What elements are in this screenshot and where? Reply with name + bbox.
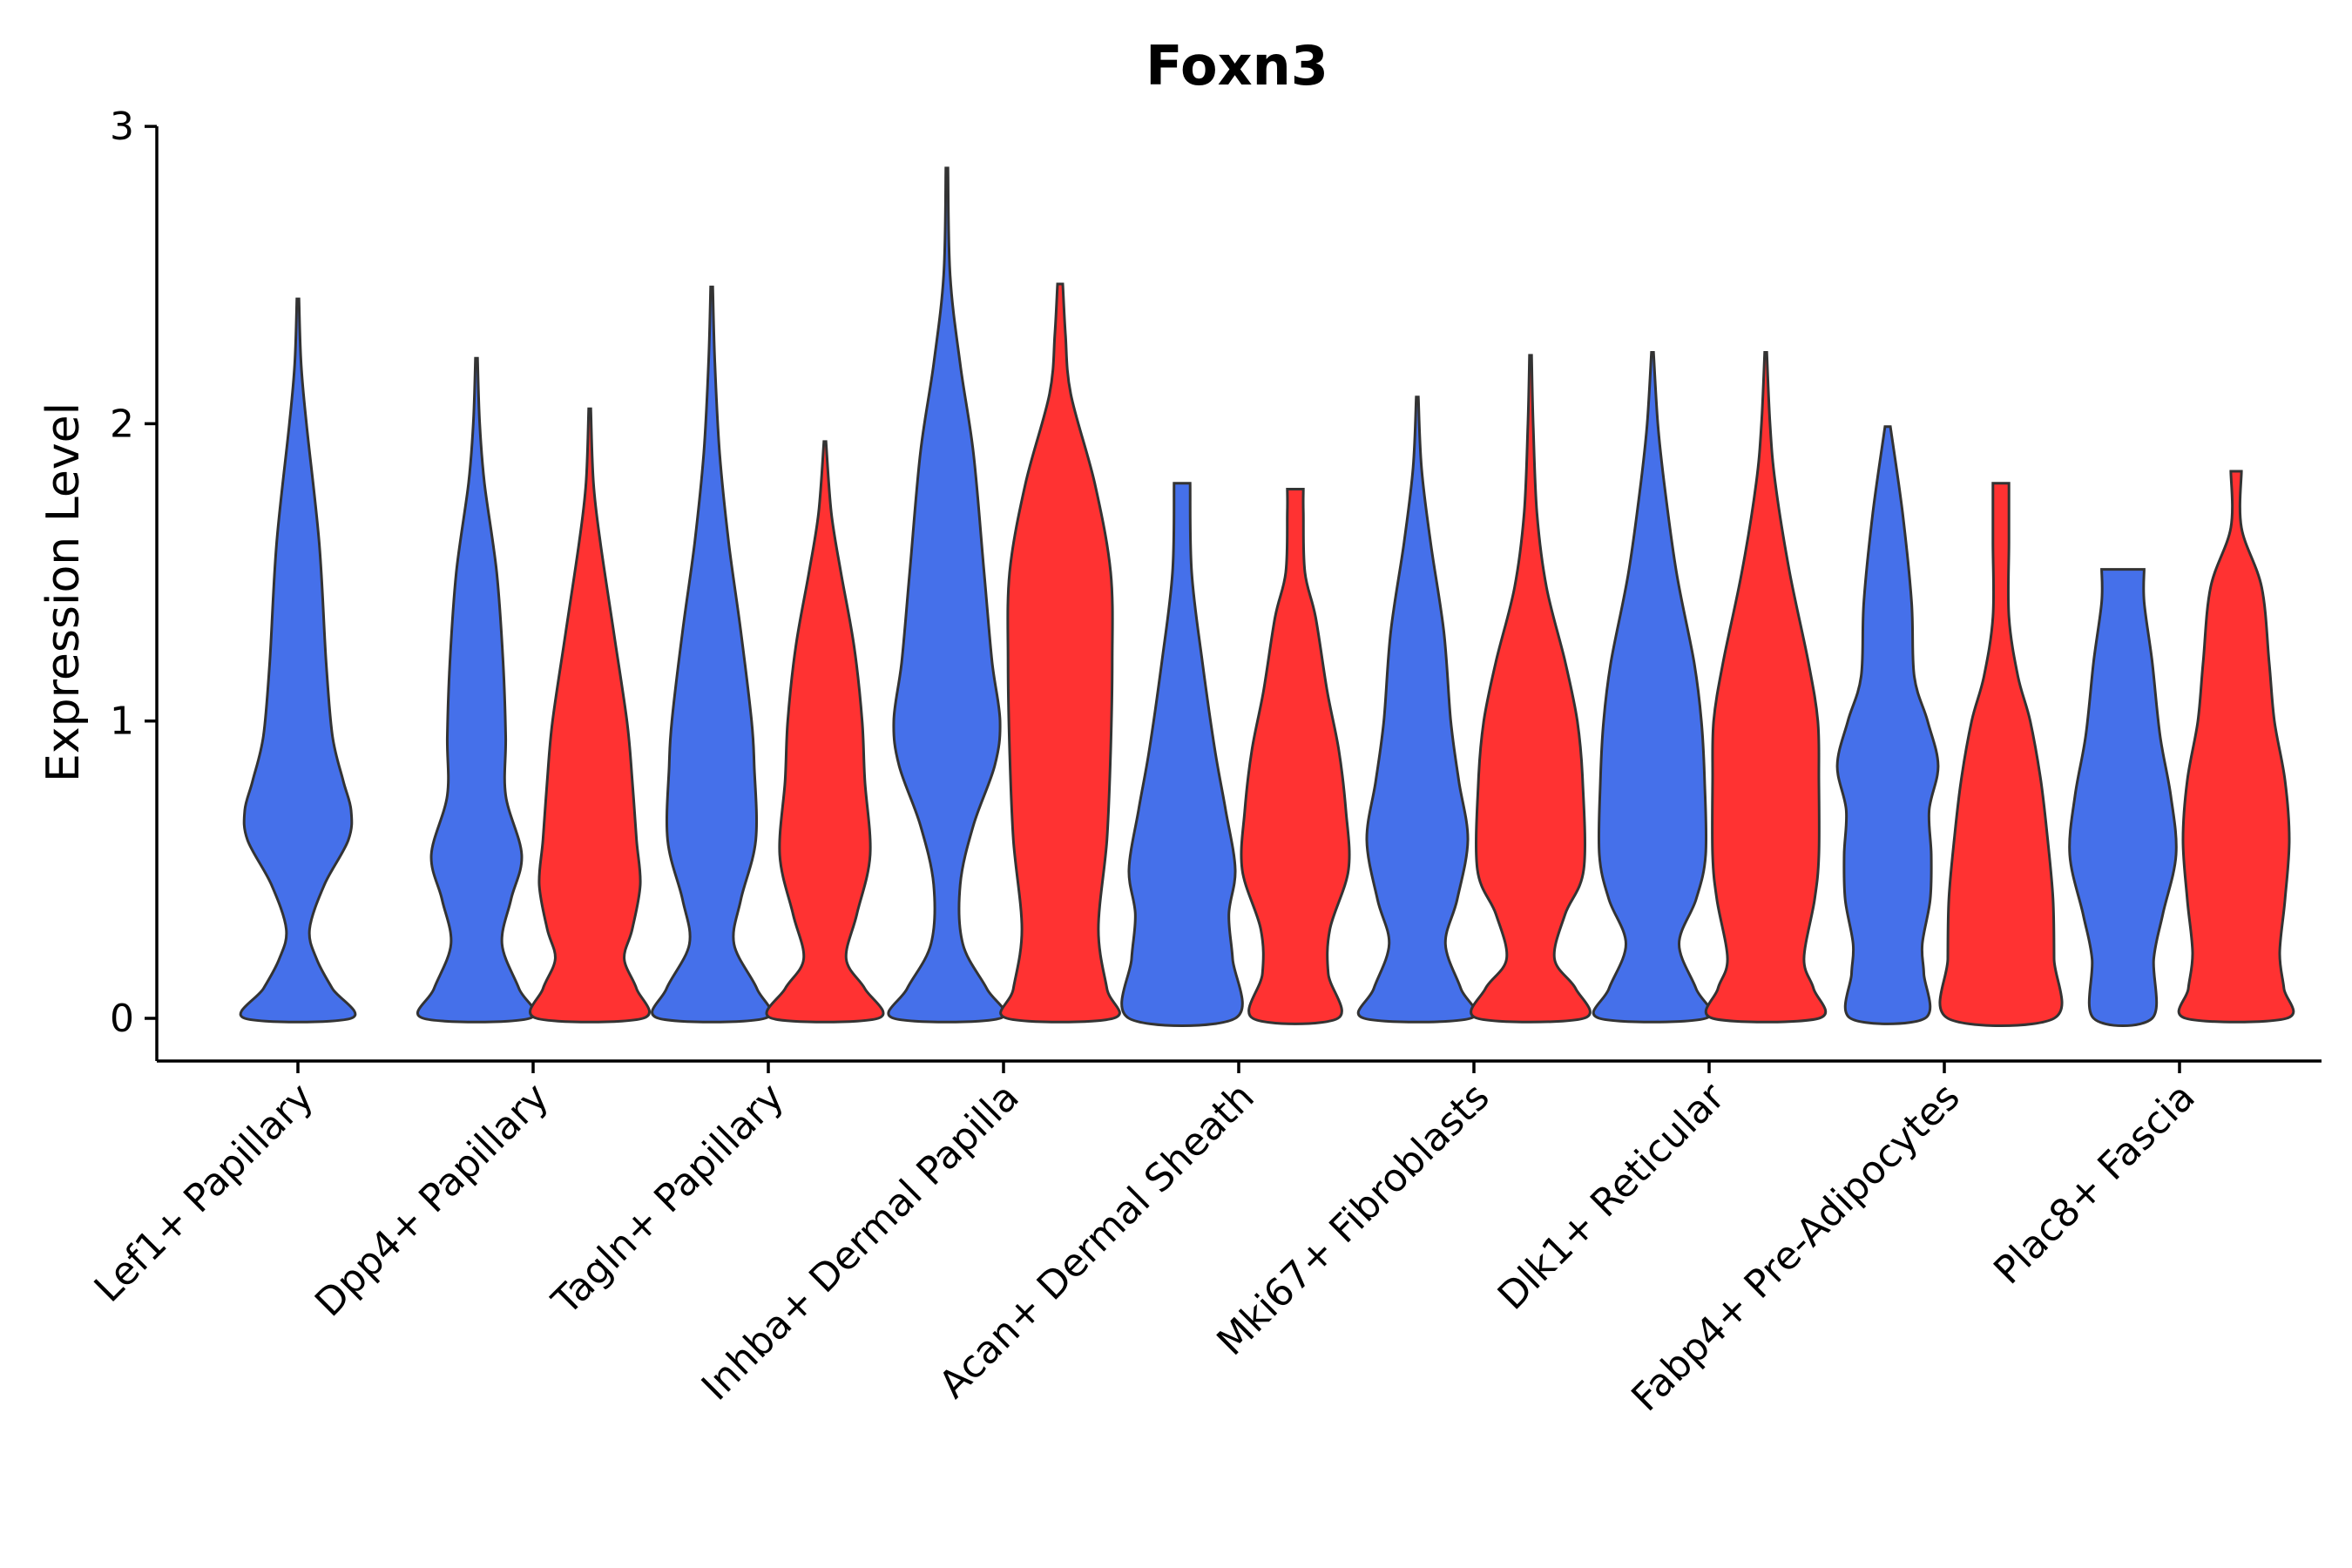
x-tick-label: Lef1+ Papillary — [86, 1075, 322, 1311]
x-tick-label: Plac8+ Fascia — [1985, 1075, 2204, 1294]
violin-blue — [887, 166, 1007, 1024]
y-ticks: 0 1 2 3 — [110, 105, 157, 1041]
x-tick-label: Dpp4+ Papillary — [307, 1075, 558, 1326]
x-tick-label: Tagln+ Papillary — [544, 1075, 793, 1324]
chart-title: Foxn3 — [1146, 34, 1328, 98]
violin-red — [2177, 470, 2295, 1024]
violin-red — [999, 282, 1121, 1024]
violin-blue — [651, 285, 773, 1024]
y-tick-label: 3 — [110, 105, 134, 149]
violin-blue — [1835, 425, 1940, 1025]
violin-blue — [416, 356, 537, 1024]
y-tick-label: 0 — [110, 997, 134, 1041]
y-tick-label: 1 — [110, 700, 134, 744]
violin-red — [529, 407, 651, 1024]
y-tick-label: 2 — [110, 402, 134, 446]
violin-blue — [1120, 482, 1244, 1028]
violin-red — [1240, 488, 1351, 1025]
x-tick-label: Dlk1+ Reticular — [1490, 1074, 1734, 1319]
violin-blue — [1592, 351, 1713, 1024]
violin-red — [1470, 354, 1592, 1024]
violin-blue — [239, 297, 357, 1024]
violin-red — [1704, 351, 1828, 1024]
violin-layer — [239, 166, 2295, 1028]
x-tick-label: Mki67+ Fibroblasts — [1208, 1075, 1497, 1364]
violin-red — [1938, 482, 2064, 1028]
y-axis-label: Expression Level — [37, 402, 90, 782]
violin-blue — [1356, 395, 1478, 1024]
violin-blue — [2068, 568, 2178, 1027]
violin-red — [765, 440, 885, 1024]
